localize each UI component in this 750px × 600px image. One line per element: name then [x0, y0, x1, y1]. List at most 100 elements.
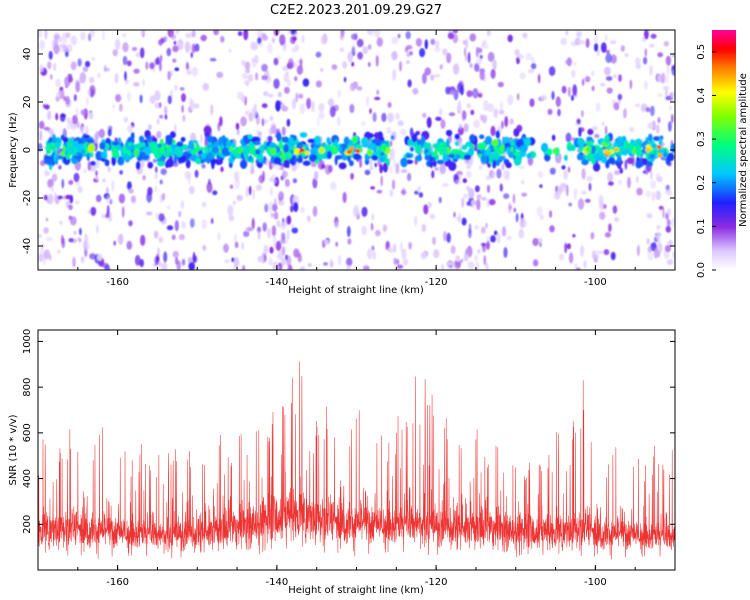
heatmap-cell [635, 176, 639, 183]
heatmap-cell [503, 193, 510, 199]
heatmap-cell [189, 97, 193, 106]
heatmap-cell [487, 146, 491, 154]
heatmap-cell [346, 257, 353, 267]
heatmap-cell [350, 172, 354, 180]
heatmap-cell [434, 167, 439, 171]
heatmap-cell [130, 195, 136, 203]
heatmap-cell [512, 193, 516, 204]
heatmap-cell [126, 91, 132, 102]
heatmap-cell [446, 232, 451, 243]
heatmap-cell [47, 61, 52, 70]
y-tick-label: 800 [22, 378, 33, 397]
heatmap-cell [329, 258, 333, 268]
heatmap-cell [432, 143, 441, 149]
heatmap-cell [402, 258, 409, 266]
heatmap-cell [154, 102, 160, 109]
heatmap-cell [440, 119, 446, 129]
heatmap-cell [647, 122, 655, 130]
heatmap-cell [571, 94, 574, 101]
heatmap-cell [351, 43, 356, 54]
y-tick-label: 200 [22, 515, 33, 534]
heatmap-cell [253, 141, 261, 146]
heatmap-cell [258, 174, 265, 184]
heatmap-cell [581, 168, 586, 180]
heatmap-cell [337, 116, 341, 127]
heatmap-cell [39, 64, 44, 73]
heatmap-cell [208, 178, 211, 185]
heatmap-cell [515, 213, 519, 223]
heatmap-cell [173, 40, 177, 45]
heatmap-cell [492, 59, 497, 71]
heatmap-cell [47, 110, 52, 121]
heatmap-cell [264, 118, 269, 124]
heatmap-cell [163, 251, 168, 263]
heatmap-cell [44, 104, 50, 110]
heatmap-cell [567, 166, 571, 173]
heatmap-cell [406, 153, 411, 159]
heatmap-cell [282, 65, 289, 72]
heatmap-cell [517, 54, 524, 60]
heatmap-cell [608, 181, 614, 186]
heatmap-cell [45, 217, 49, 222]
snr-ylabel: SNR (10 * v/v) [8, 414, 19, 485]
heatmap-cell [105, 194, 111, 204]
heatmap-cell [294, 76, 298, 82]
heatmap-cell [566, 243, 571, 250]
heatmap-cell [558, 253, 565, 261]
heatmap-cell [337, 89, 342, 98]
heatmap-cell [72, 123, 76, 129]
heatmap-cell [73, 155, 81, 160]
heatmap-cell [115, 144, 122, 151]
heatmap-cell [356, 38, 364, 48]
heatmap-cell [361, 121, 366, 126]
heatmap-cell [200, 159, 205, 164]
heatmap-cell [273, 211, 279, 220]
heatmap-cell [649, 43, 655, 48]
heatmap-cell [352, 206, 360, 218]
heatmap-cell [70, 35, 78, 46]
heatmap-cell [72, 114, 78, 125]
heatmap-cell [273, 78, 280, 89]
heatmap-cell [193, 146, 200, 153]
heatmap-cell [139, 135, 145, 143]
heatmap-cell [155, 56, 160, 65]
heatmap-cell [273, 57, 279, 66]
heatmap-cell [452, 63, 460, 75]
heatmap-cell [182, 114, 186, 122]
heatmap-cell [483, 255, 487, 266]
heatmap-cell [114, 73, 119, 84]
heatmap-cell [86, 138, 95, 144]
heatmap-cell [405, 31, 411, 40]
heatmap-cell [431, 170, 435, 179]
heatmap-cell [258, 42, 264, 47]
heatmap-cell [430, 74, 434, 81]
heatmap-cell [330, 181, 337, 190]
heatmap-cell [592, 250, 596, 260]
heatmap-cell [188, 186, 195, 195]
heatmap-cell [380, 143, 388, 153]
heatmap-cell [656, 225, 661, 230]
heatmap-cell [181, 93, 186, 103]
heatmap-cell [600, 82, 606, 87]
heatmap-cell [241, 73, 249, 80]
heatmap-cell [367, 30, 374, 36]
heatmap-cell [189, 218, 195, 228]
heatmap-cell [139, 146, 145, 151]
heatmap-cell [392, 158, 396, 168]
heatmap-cell [658, 137, 663, 147]
heatmap-cell [577, 138, 585, 147]
heatmap-cell [576, 267, 581, 270]
colorbar-label: Normalized spectral amplitude [738, 73, 749, 227]
heatmap-cell [395, 162, 400, 174]
heatmap-cell [201, 163, 206, 169]
heatmap-cell [315, 80, 322, 88]
heatmap-cell [248, 185, 252, 196]
heatmap-cell [266, 146, 270, 154]
heatmap-cell [657, 93, 663, 98]
heatmap-cell [433, 249, 440, 259]
heatmap-cell [288, 137, 294, 144]
heatmap-cell [65, 32, 71, 38]
heatmap-cell [82, 66, 89, 73]
heatmap-cell [381, 112, 387, 122]
heatmap-cell [606, 87, 613, 94]
